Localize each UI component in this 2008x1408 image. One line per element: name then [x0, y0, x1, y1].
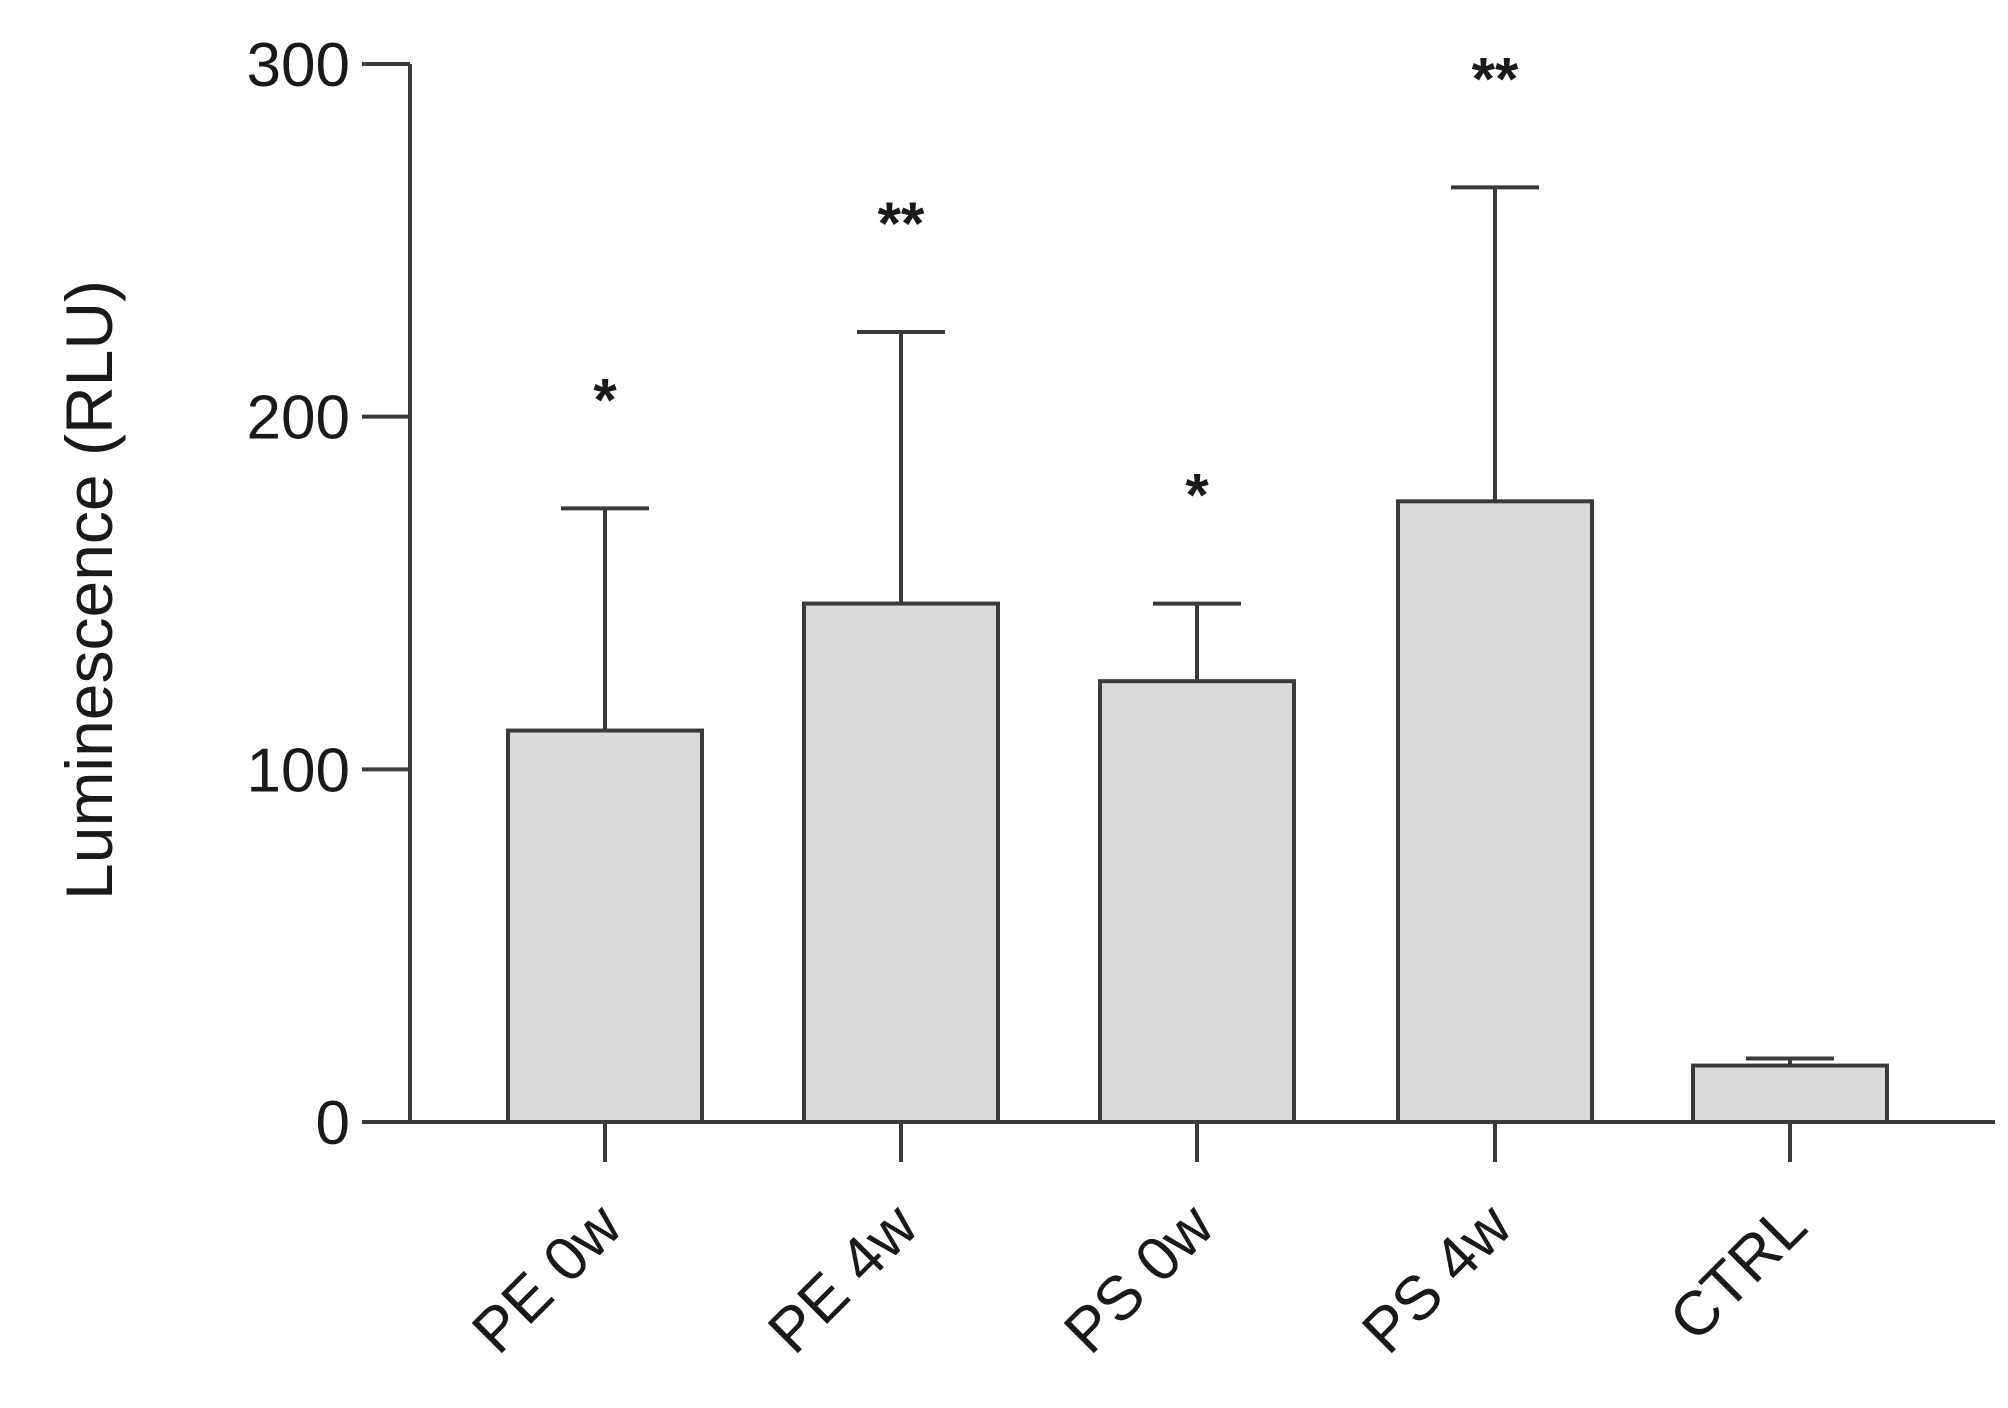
category-label-pe-4w: PE 4w: [755, 1191, 931, 1367]
category-label-pe-0w: PE 0w: [459, 1191, 635, 1367]
category-label-ctrl: CTRL: [1657, 1191, 1820, 1354]
bar-pe-4w: [802, 601, 1000, 1124]
significance-pe-4w: **: [878, 190, 925, 257]
y-tick-label-0: 0: [316, 1089, 350, 1158]
y-tick-label-300: 300: [247, 31, 350, 100]
significance-pe-0w: *: [593, 366, 617, 433]
y-tick-label-200: 200: [247, 384, 350, 453]
bar-pe-0w: [506, 728, 704, 1124]
bar-ps-0w: [1098, 679, 1296, 1125]
bar-ctrl: [1691, 1063, 1889, 1125]
bar-ps-4w: [1396, 499, 1594, 1125]
bars: [506, 185, 1889, 1125]
category-label-ps-4w: PS 4w: [1349, 1191, 1525, 1367]
category-label-ps-0w: PS 0w: [1051, 1191, 1227, 1367]
significance-ps-4w: **: [1472, 45, 1519, 112]
y-tick-label-100: 100: [247, 736, 350, 805]
significance-ps-0w: *: [1185, 462, 1209, 529]
y-axis-title: Luminescence (RLU): [52, 280, 126, 900]
